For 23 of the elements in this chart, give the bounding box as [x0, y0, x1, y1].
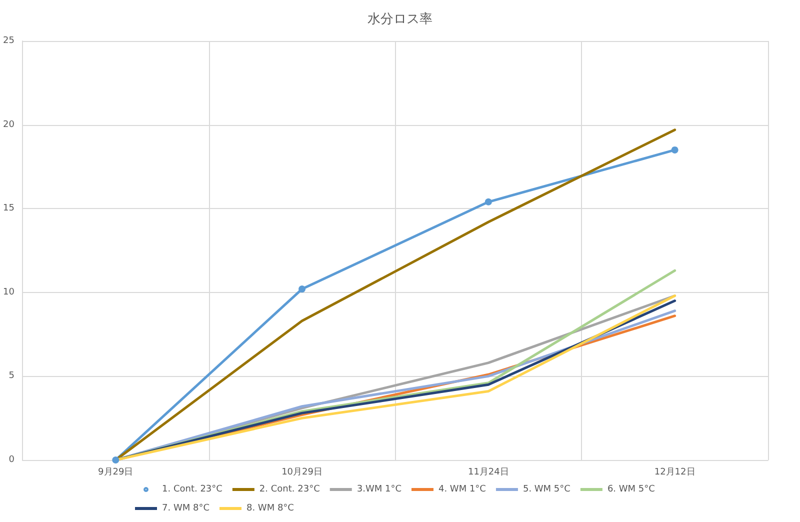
point: [298, 286, 306, 293]
x-tick-label: 12月12日: [654, 468, 696, 478]
y-tick-label: 10: [3, 287, 15, 298]
legend-label: 4. WM 1°C: [438, 484, 486, 494]
legend-label: 5. WM 5°C: [522, 484, 570, 494]
point: [671, 146, 678, 154]
legend-label: 6. WM 5°C: [607, 484, 655, 494]
point: [112, 456, 120, 464]
y-tick-label: 20: [3, 120, 15, 130]
y-tick-label: 15: [3, 204, 14, 214]
x-tick-label: 10月29日: [282, 468, 322, 478]
legend-label: 8. WM 8°C: [246, 504, 294, 514]
legend-label: 7. WM 8°C: [162, 504, 210, 514]
legend-label: 2. Cont. 23°C: [259, 484, 320, 494]
y-tick-label: 5: [8, 371, 14, 382]
legend-label: 1. Cont. 23°C: [162, 484, 222, 494]
x-tick-label: 11月24日: [468, 468, 509, 478]
y-tick-label: 25: [3, 36, 14, 46]
chart-title: 水分ロス率: [368, 11, 432, 27]
y-tick-label: 0: [8, 455, 15, 465]
legend-label: 3.WM 1°C: [356, 484, 402, 494]
point: [484, 198, 492, 206]
x-tick-label: 9月29日: [98, 468, 134, 478]
